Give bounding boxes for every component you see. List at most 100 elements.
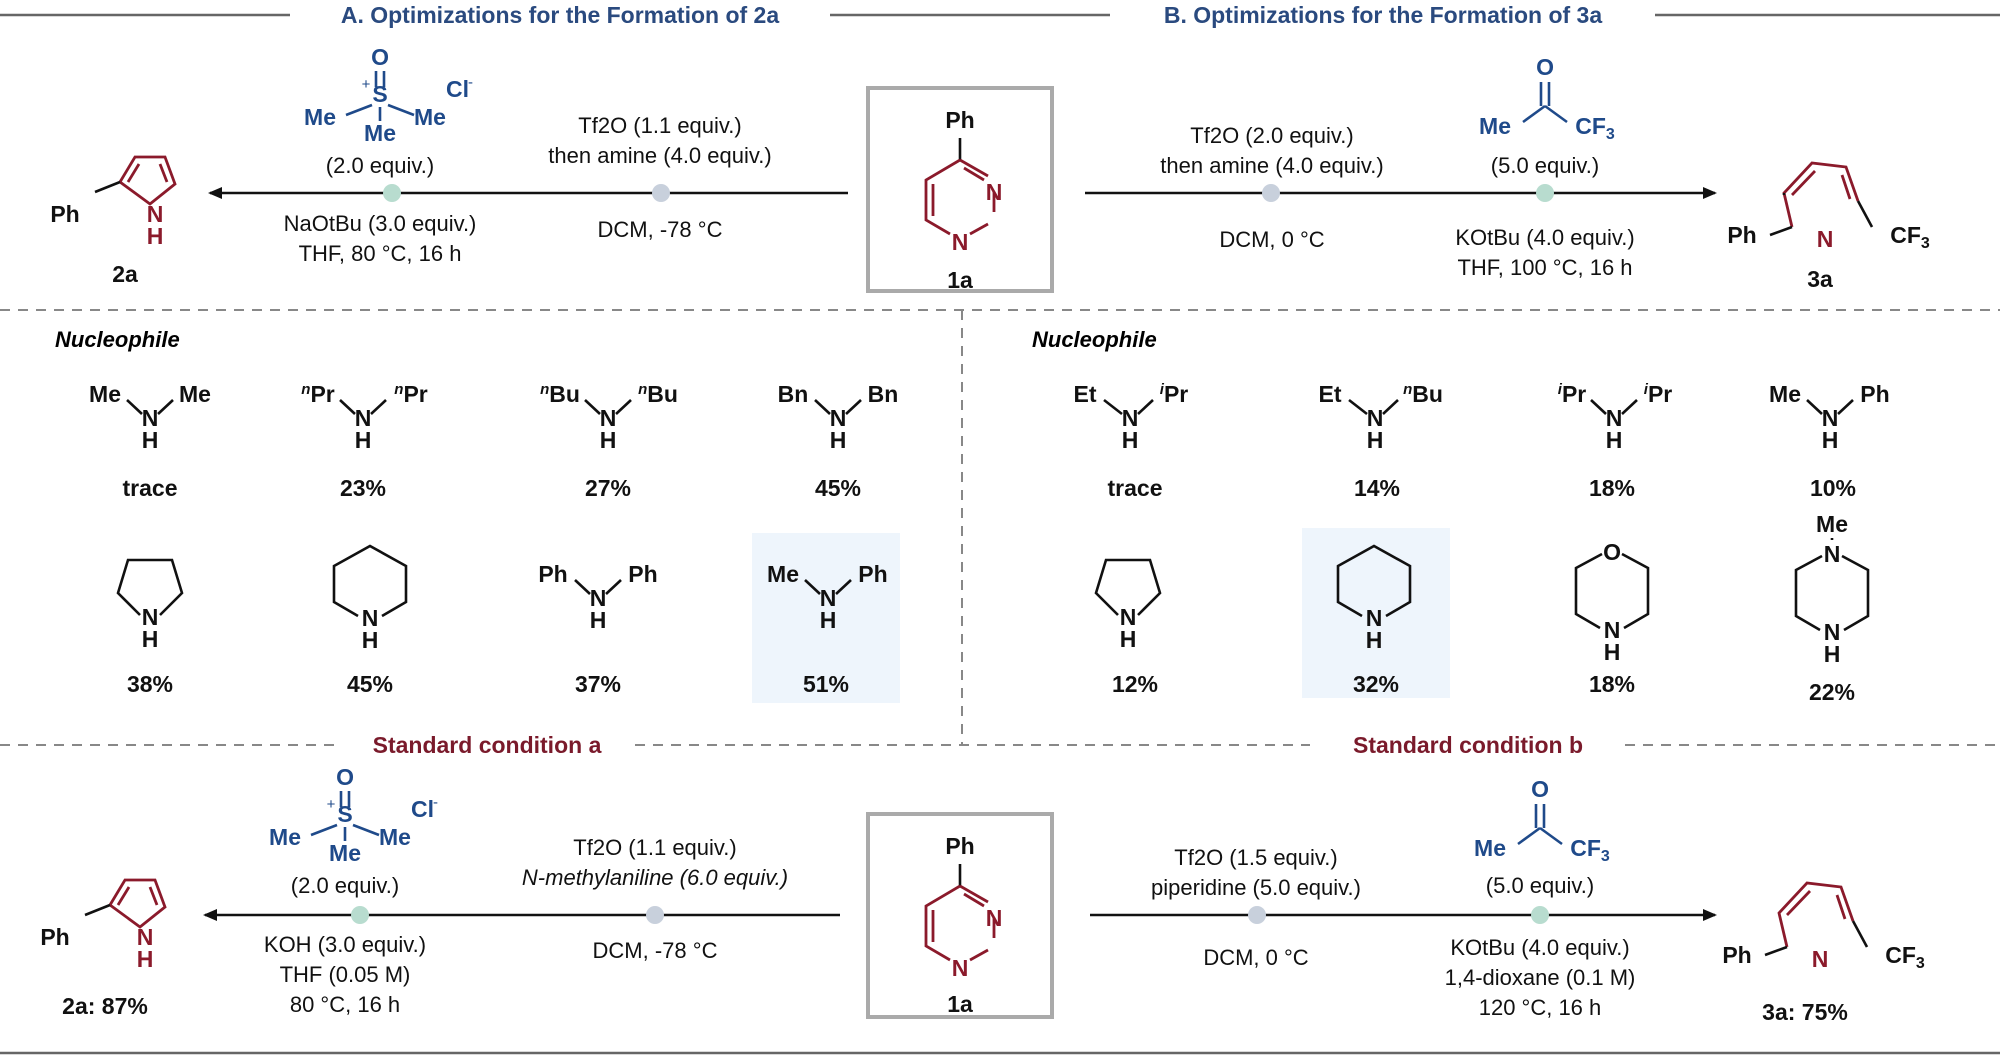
highlight-a-n-methylaniline: [752, 533, 900, 703]
svg-text:N: N: [1120, 604, 1137, 630]
svg-text:N: N: [986, 179, 1003, 205]
svg-text:Ph: Ph: [1722, 942, 1751, 968]
svg-text:CF3: CF3: [1885, 942, 1925, 972]
svg-text:N: N: [137, 924, 154, 950]
svg-text:Cl: Cl: [446, 76, 469, 102]
bottom-right-step1-line1: Tf2O (1.5 equiv.): [1174, 845, 1337, 870]
dot-bottom-right-2: [1531, 906, 1549, 924]
svg-text:H: H: [1604, 639, 1621, 665]
svg-text:H: H: [147, 223, 164, 249]
substrate-box-top: [866, 86, 1054, 293]
product-3a-structure-top: Ph N CF3: [1727, 161, 1930, 252]
svg-text:+: +: [362, 76, 371, 93]
yield-b-3: 10%: [1810, 475, 1856, 501]
nucleophile-label-a: Nucleophile: [55, 327, 180, 352]
dot-top-left-1: [652, 184, 670, 202]
svg-text:Me: Me: [269, 824, 301, 850]
svg-text:Ph: Ph: [858, 561, 887, 587]
svg-text:Me: Me: [304, 104, 336, 130]
amine-b-pyrrolidine: N H: [1094, 558, 1162, 652]
yield-a-4: 38%: [127, 671, 173, 697]
nucleophile-label-b: Nucleophile: [1032, 327, 1157, 352]
svg-text:Ph: Ph: [1727, 222, 1756, 248]
svg-text:Et: Et: [1319, 381, 1342, 407]
bottom-right-step1-line3: DCM, 0 °C: [1203, 945, 1308, 970]
product-yield-2a: 2a: 87%: [62, 993, 148, 1019]
svg-text:N: N: [1817, 226, 1834, 252]
product-2a-structure-bottom: Ph N H: [40, 878, 167, 972]
dot-top-left-2: [383, 184, 401, 202]
svg-text:Me: Me: [1474, 835, 1506, 861]
trifluoroacetone-reagent-top: O Me CF3: [1479, 54, 1615, 143]
svg-text:H: H: [355, 427, 372, 453]
top-left-step2-solvent: THF, 80 °C, 16 h: [299, 241, 462, 266]
top-right-step1-line3: DCM, 0 °C: [1219, 227, 1324, 252]
top-right-step1-line2: then amine (4.0 equiv.): [1160, 153, 1383, 178]
substrate-box-bottom: [866, 812, 1054, 1019]
svg-text:N: N: [1824, 619, 1841, 645]
bottom-left-step2-solvent: THF (0.05 M): [280, 962, 411, 987]
top-left-step2-base: NaOtBu (3.0 equiv.): [284, 211, 477, 236]
svg-text:H: H: [1367, 427, 1384, 453]
amine-a-n-methylaniline: Me Ph N H: [767, 561, 888, 633]
svg-text:nPr: nPr: [301, 381, 335, 407]
svg-text:H: H: [820, 607, 837, 633]
yield-a-1: 23%: [340, 475, 386, 501]
svg-text:H: H: [142, 626, 159, 652]
yield-a-0: trace: [123, 475, 178, 501]
yield-b-1: 14%: [1354, 475, 1400, 501]
svg-text:N: N: [142, 405, 159, 431]
amine-a-diphenylamine: Ph Ph N H: [538, 561, 657, 633]
svg-text:-: -: [433, 794, 438, 811]
yield-b-7: 22%: [1809, 679, 1855, 705]
substrate-1a-structure-top: Ph N N: [924, 107, 1003, 255]
substrate-1a-structure-bottom: Ph N N: [924, 833, 1002, 981]
svg-text:N: N: [952, 229, 969, 255]
svg-text:Me: Me: [1769, 381, 1801, 407]
yield-b-2: 18%: [1589, 475, 1635, 501]
top-left-step1-line1: Tf2O (1.1 equiv.): [578, 113, 741, 138]
dividers: [0, 309, 2000, 746]
svg-text:O: O: [1531, 776, 1549, 802]
svg-text:N: N: [830, 405, 847, 431]
header-a: A. Optimizations for the Formation of 2a: [341, 2, 780, 28]
standard-condition-a: Standard condition a: [373, 732, 602, 758]
svg-text:CF3: CF3: [1890, 222, 1930, 252]
product-3a-structure-bottom: Ph N CF3: [1722, 881, 1925, 972]
bottom-left-step1-line1: Tf2O (1.1 equiv.): [573, 835, 736, 860]
svg-text:Me: Me: [89, 381, 121, 407]
highlight-b-piperidine: [1302, 528, 1450, 698]
svg-text:-: -: [468, 74, 473, 91]
dot-bottom-left-2: [351, 906, 369, 924]
svg-text:N: N: [600, 405, 617, 431]
svg-text:H: H: [600, 427, 617, 453]
svg-text:Ph: Ph: [945, 833, 974, 859]
svg-text:iPr: iPr: [1160, 381, 1189, 407]
svg-text:Me: Me: [179, 381, 211, 407]
substrate-label-bottom: 1a: [947, 991, 973, 1017]
amine-b-piperidine: N H: [1336, 544, 1412, 653]
amine-a-piperidine: N H: [332, 544, 408, 653]
svg-text:Me: Me: [414, 104, 446, 130]
amine-a-dibenzylamine: Bn Bn N H: [778, 381, 899, 453]
svg-text:H: H: [137, 946, 154, 972]
svg-text:+: +: [327, 796, 336, 813]
trifluoroacetone-reagent-bottom: O Me CF3: [1474, 776, 1610, 865]
svg-text:N: N: [1366, 605, 1383, 631]
bottom-left-step1-line2: N-methylaniline (6.0 equiv.): [522, 865, 788, 890]
bottom-left-step2-base: KOH (3.0 equiv.): [264, 932, 426, 957]
svg-text:Ph: Ph: [945, 107, 974, 133]
amine-b-n-methylaniline: Me Ph N H: [1769, 381, 1890, 453]
top-right-step1-line1: Tf2O (2.0 equiv.): [1190, 123, 1353, 148]
bottom-left-step2-temp: 80 °C, 16 h: [290, 992, 400, 1017]
bottom-left-step1-line3: DCM, -78 °C: [593, 938, 718, 963]
sulfoxonium-reagent-bottom: O S + Me Me Me Cl -: [269, 764, 438, 866]
svg-text:N: N: [355, 405, 372, 431]
yield-b-5: 32%: [1353, 671, 1399, 697]
svg-text:Ph: Ph: [538, 561, 567, 587]
svg-text:N: N: [1812, 946, 1829, 972]
svg-text:nPr: nPr: [394, 381, 428, 407]
svg-text:N: N: [147, 201, 164, 227]
top-left-reagent-equiv: (2.0 equiv.): [326, 153, 434, 178]
